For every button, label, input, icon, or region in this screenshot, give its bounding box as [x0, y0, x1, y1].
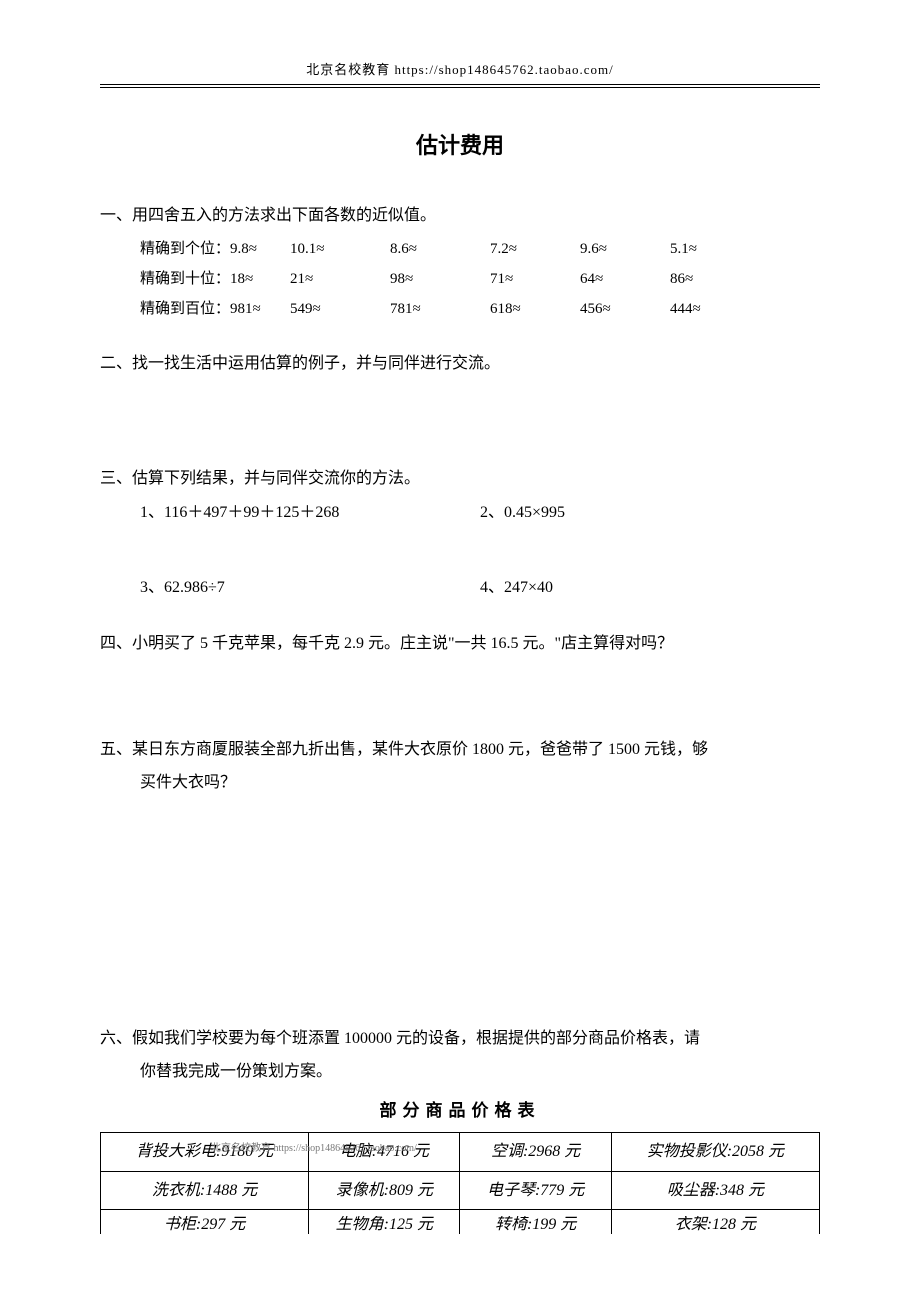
cell-vacuum: 吸尘器:348 元 [611, 1171, 819, 1210]
problem-3: 3、62.986÷7 [140, 575, 480, 601]
cell: 86≈ [670, 267, 750, 291]
cell: 71≈ [490, 267, 580, 291]
table-row-cutoff: 书柜:297 元 生物角:125 元 转椅:199 元 衣架:128 元 [101, 1210, 820, 1235]
cell: 781≈ [390, 297, 490, 321]
cell-keyboard: 电子琴:779 元 [460, 1171, 611, 1210]
section-3-heading: 三、估算下列结果，并与同伴交流你的方法。 [100, 466, 820, 492]
cell: 9.6≈ [580, 237, 670, 261]
cell-projector: 实物投影仪:2058 元 [611, 1133, 819, 1172]
problem-row-2: 3、62.986÷7 4、247×40 [140, 575, 820, 601]
page-header: 北京名校教育 https://shop148645762.taobao.com/ [100, 60, 820, 81]
price-table-title: 部分商品价格表 [100, 1097, 820, 1124]
cell: 5.1≈ [670, 237, 750, 261]
section-4-heading: 四、小明买了 5 千克苹果，每千克 2.9 元。庄主说"一共 16.5 元。"店… [100, 631, 820, 657]
cell: 64≈ [580, 267, 670, 291]
cell-washer: 洗衣机:1488 元 [101, 1171, 309, 1210]
watermark-text: 北京名校教育 https://shop148645762.taobao.com/ [211, 1141, 417, 1157]
section-4: 四、小明买了 5 千克苹果，每千克 2.9 元。庄主说"一共 16.5 元。"店… [100, 631, 820, 657]
cell: 7.2≈ [490, 237, 580, 261]
section-6-heading: 六、假如我们学校要为每个班添置 100000 元的设备，根据提供的部分商品价格表… [100, 1026, 820, 1052]
cell-bookcase: 书柜:297 元 [101, 1210, 309, 1235]
section-6-continuation: 你替我完成一份策划方案。 [100, 1059, 820, 1085]
cell: 456≈ [580, 297, 670, 321]
cell: 10.1≈ [290, 237, 390, 261]
section-3: 三、估算下列结果，并与同伴交流你的方法。 1、116＋497＋99＋125＋26… [100, 466, 820, 601]
cell-vcr: 录像机:809 元 [309, 1171, 460, 1210]
row-tens: 精确到十位：18≈ 21≈ 98≈ 71≈ 64≈ 86≈ [100, 267, 820, 291]
row-label: 精确到个位：9.8≈ [140, 237, 290, 261]
cell: 549≈ [290, 297, 390, 321]
table-row: 背投大彩电:9180 元 北京名校教育 https://shop14864576… [101, 1133, 820, 1172]
section-1-heading: 一、用四舍五入的方法求出下面各数的近似值。 [100, 203, 820, 229]
section-2-heading: 二、找一找生活中运用估算的例子，并与同伴进行交流。 [100, 351, 820, 377]
section-2: 二、找一找生活中运用估算的例子，并与同伴进行交流。 [100, 351, 820, 377]
cell-rack: 衣架:128 元 [611, 1210, 819, 1235]
row-label: 精确到十位：18≈ [140, 267, 290, 291]
problem-2: 2、0.45×995 [480, 500, 820, 526]
cell-bio: 生物角:125 元 [309, 1210, 460, 1235]
cell-ac: 空调:2968 元 [460, 1133, 611, 1172]
problem-row-1: 1、116＋497＋99＋125＋268 2、0.45×995 [140, 500, 820, 526]
problem-1: 1、116＋497＋99＋125＋268 [140, 500, 480, 526]
row-label: 精确到百位：981≈ [140, 297, 290, 321]
cell-chair: 转椅:199 元 [460, 1210, 611, 1235]
cell: 618≈ [490, 297, 580, 321]
cell: 98≈ [390, 267, 490, 291]
table-row: 洗衣机:1488 元 录像机:809 元 电子琴:779 元 吸尘器:348 元 [101, 1171, 820, 1210]
section-5-continuation: 买件大衣吗？ [100, 770, 820, 796]
section-1: 一、用四舍五入的方法求出下面各数的近似值。 精确到个位：9.8≈ 10.1≈ 8… [100, 203, 820, 321]
section-5-heading: 五、某日东方商厦服装全部九折出售，某件大衣原价 1800 元，爸爸带了 1500… [100, 737, 820, 763]
page-title: 估计费用 [100, 128, 820, 163]
row-ones: 精确到个位：9.8≈ 10.1≈ 8.6≈ 7.2≈ 9.6≈ 5.1≈ [100, 237, 820, 261]
problem-4: 4、247×40 [480, 575, 820, 601]
cell: 21≈ [290, 267, 390, 291]
cell: 444≈ [670, 297, 750, 321]
price-table: 背投大彩电:9180 元 北京名校教育 https://shop14864576… [100, 1132, 820, 1234]
cell-tv: 背投大彩电:9180 元 北京名校教育 https://shop14864576… [101, 1133, 309, 1172]
cell: 8.6≈ [390, 237, 490, 261]
header-rule [100, 84, 820, 88]
section-5: 五、某日东方商厦服装全部九折出售，某件大衣原价 1800 元，爸爸带了 1500… [100, 737, 820, 796]
row-hundreds: 精确到百位：981≈ 549≈ 781≈ 618≈ 456≈ 444≈ [100, 297, 820, 321]
section-6: 六、假如我们学校要为每个班添置 100000 元的设备，根据提供的部分商品价格表… [100, 1026, 820, 1235]
